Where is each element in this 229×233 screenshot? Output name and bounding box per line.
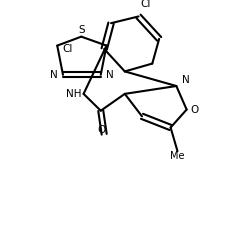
Text: N: N [182,75,189,86]
Text: S: S [78,25,85,35]
Text: NH: NH [65,89,81,99]
Text: O: O [98,125,106,135]
Text: N: N [106,70,114,80]
Text: Cl: Cl [62,44,73,54]
Text: O: O [191,105,199,115]
Text: Me: Me [170,151,185,161]
Text: Cl: Cl [140,0,151,9]
Text: N: N [50,70,58,80]
